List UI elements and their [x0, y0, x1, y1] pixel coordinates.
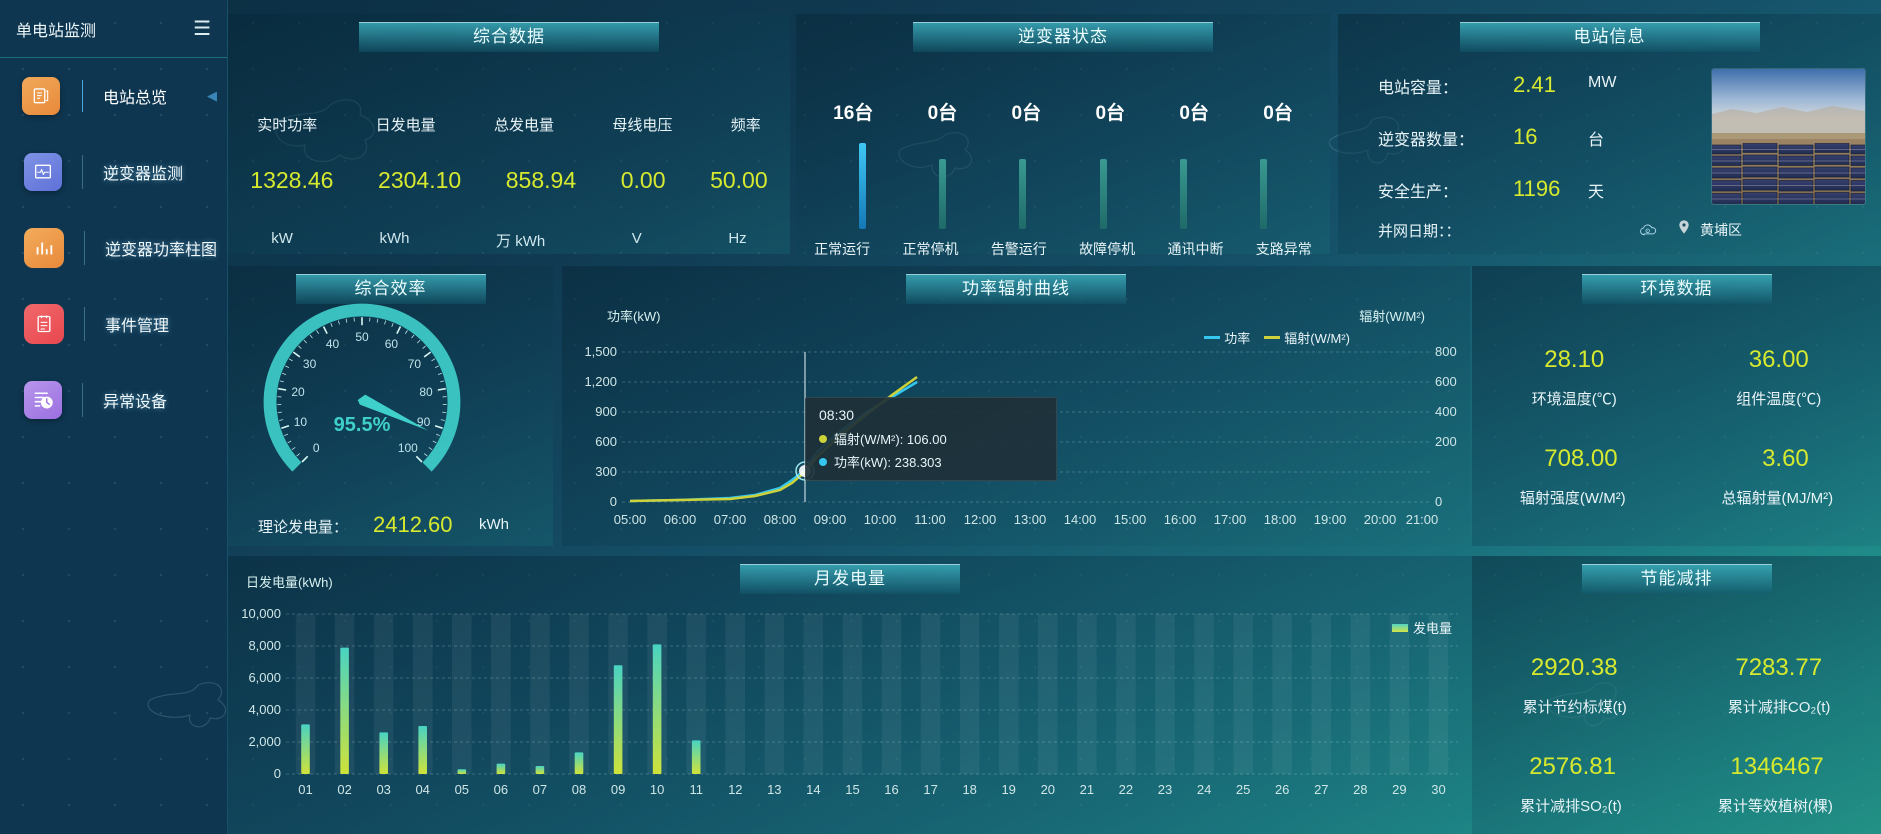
svg-text:95.5%: 95.5%: [334, 414, 391, 436]
svg-text:13: 13: [767, 782, 781, 797]
svg-text:07: 07: [533, 782, 547, 797]
svg-text:05: 05: [455, 782, 469, 797]
svg-text:1,500: 1,500: [584, 344, 617, 359]
svg-text:26: 26: [1275, 782, 1289, 797]
svg-text:15:00: 15:00: [1114, 512, 1147, 527]
svg-text:21: 21: [1080, 782, 1094, 797]
svg-text:12:00: 12:00: [964, 512, 997, 527]
svg-text:80: 80: [419, 385, 433, 399]
svg-text:02: 02: [337, 782, 351, 797]
svg-text:28: 28: [1353, 782, 1367, 797]
svg-text:10: 10: [294, 415, 308, 429]
svg-text:25: 25: [1236, 782, 1250, 797]
svg-text:4,000: 4,000: [248, 702, 281, 717]
svg-text:0: 0: [610, 494, 617, 509]
svg-text:01: 01: [298, 782, 312, 797]
svg-text:70: 70: [408, 357, 422, 371]
svg-text:900: 900: [595, 404, 617, 419]
svg-text:10: 10: [650, 782, 664, 797]
svg-text:18: 18: [962, 782, 976, 797]
svg-text:10,000: 10,000: [241, 606, 281, 621]
svg-text:07:00: 07:00: [714, 512, 747, 527]
svg-text:40: 40: [326, 337, 340, 351]
svg-text:22: 22: [1119, 782, 1133, 797]
svg-text:11:00: 11:00: [914, 512, 946, 527]
svg-text:600: 600: [1435, 374, 1457, 389]
svg-text:800: 800: [1435, 344, 1457, 359]
svg-text:400: 400: [1435, 404, 1457, 419]
svg-text:12: 12: [728, 782, 742, 797]
svg-text:19: 19: [1001, 782, 1015, 797]
svg-text:11: 11: [689, 782, 703, 797]
svg-text:19:00: 19:00: [1314, 512, 1347, 527]
svg-text:27: 27: [1314, 782, 1328, 797]
svg-text:17: 17: [923, 782, 937, 797]
svg-text:14: 14: [806, 782, 820, 797]
svg-text:200: 200: [1435, 434, 1457, 449]
svg-text:15: 15: [845, 782, 859, 797]
svg-text:29: 29: [1392, 782, 1406, 797]
svg-text:05:00: 05:00: [614, 512, 647, 527]
svg-text:30: 30: [303, 357, 317, 371]
svg-text:100: 100: [398, 441, 418, 455]
svg-text:09: 09: [611, 782, 625, 797]
svg-text:300: 300: [595, 464, 617, 479]
svg-text:24: 24: [1197, 782, 1211, 797]
svg-text:20:00: 20:00: [1364, 512, 1397, 527]
svg-text:16: 16: [884, 782, 898, 797]
svg-text:30: 30: [1431, 782, 1445, 797]
svg-text:21:00: 21:00: [1406, 512, 1439, 527]
svg-text:600: 600: [595, 434, 617, 449]
svg-text:18:00: 18:00: [1264, 512, 1297, 527]
svg-text:6,000: 6,000: [248, 670, 281, 685]
svg-text:08:00: 08:00: [764, 512, 797, 527]
svg-text:0: 0: [313, 441, 320, 455]
svg-text:20: 20: [291, 385, 305, 399]
svg-text:04: 04: [415, 782, 429, 797]
svg-text:14:00: 14:00: [1064, 512, 1097, 527]
svg-text:23: 23: [1158, 782, 1172, 797]
svg-text:50: 50: [355, 330, 369, 344]
svg-text:09:00: 09:00: [814, 512, 847, 527]
svg-text:20: 20: [1041, 782, 1055, 797]
svg-text:17:00: 17:00: [1214, 512, 1247, 527]
svg-text:06:00: 06:00: [664, 512, 697, 527]
svg-text:08: 08: [572, 782, 586, 797]
svg-text:0: 0: [274, 766, 281, 781]
svg-text:13:00: 13:00: [1014, 512, 1047, 527]
svg-text:8,000: 8,000: [248, 638, 281, 653]
svg-text:16:00: 16:00: [1164, 512, 1197, 527]
svg-text:60: 60: [385, 337, 399, 351]
svg-text:10:00: 10:00: [864, 512, 897, 527]
svg-text:03: 03: [376, 782, 390, 797]
svg-text:2,000: 2,000: [248, 734, 281, 749]
svg-text:06: 06: [494, 782, 508, 797]
svg-text:1,200: 1,200: [584, 374, 617, 389]
svg-text:0: 0: [1435, 494, 1442, 509]
